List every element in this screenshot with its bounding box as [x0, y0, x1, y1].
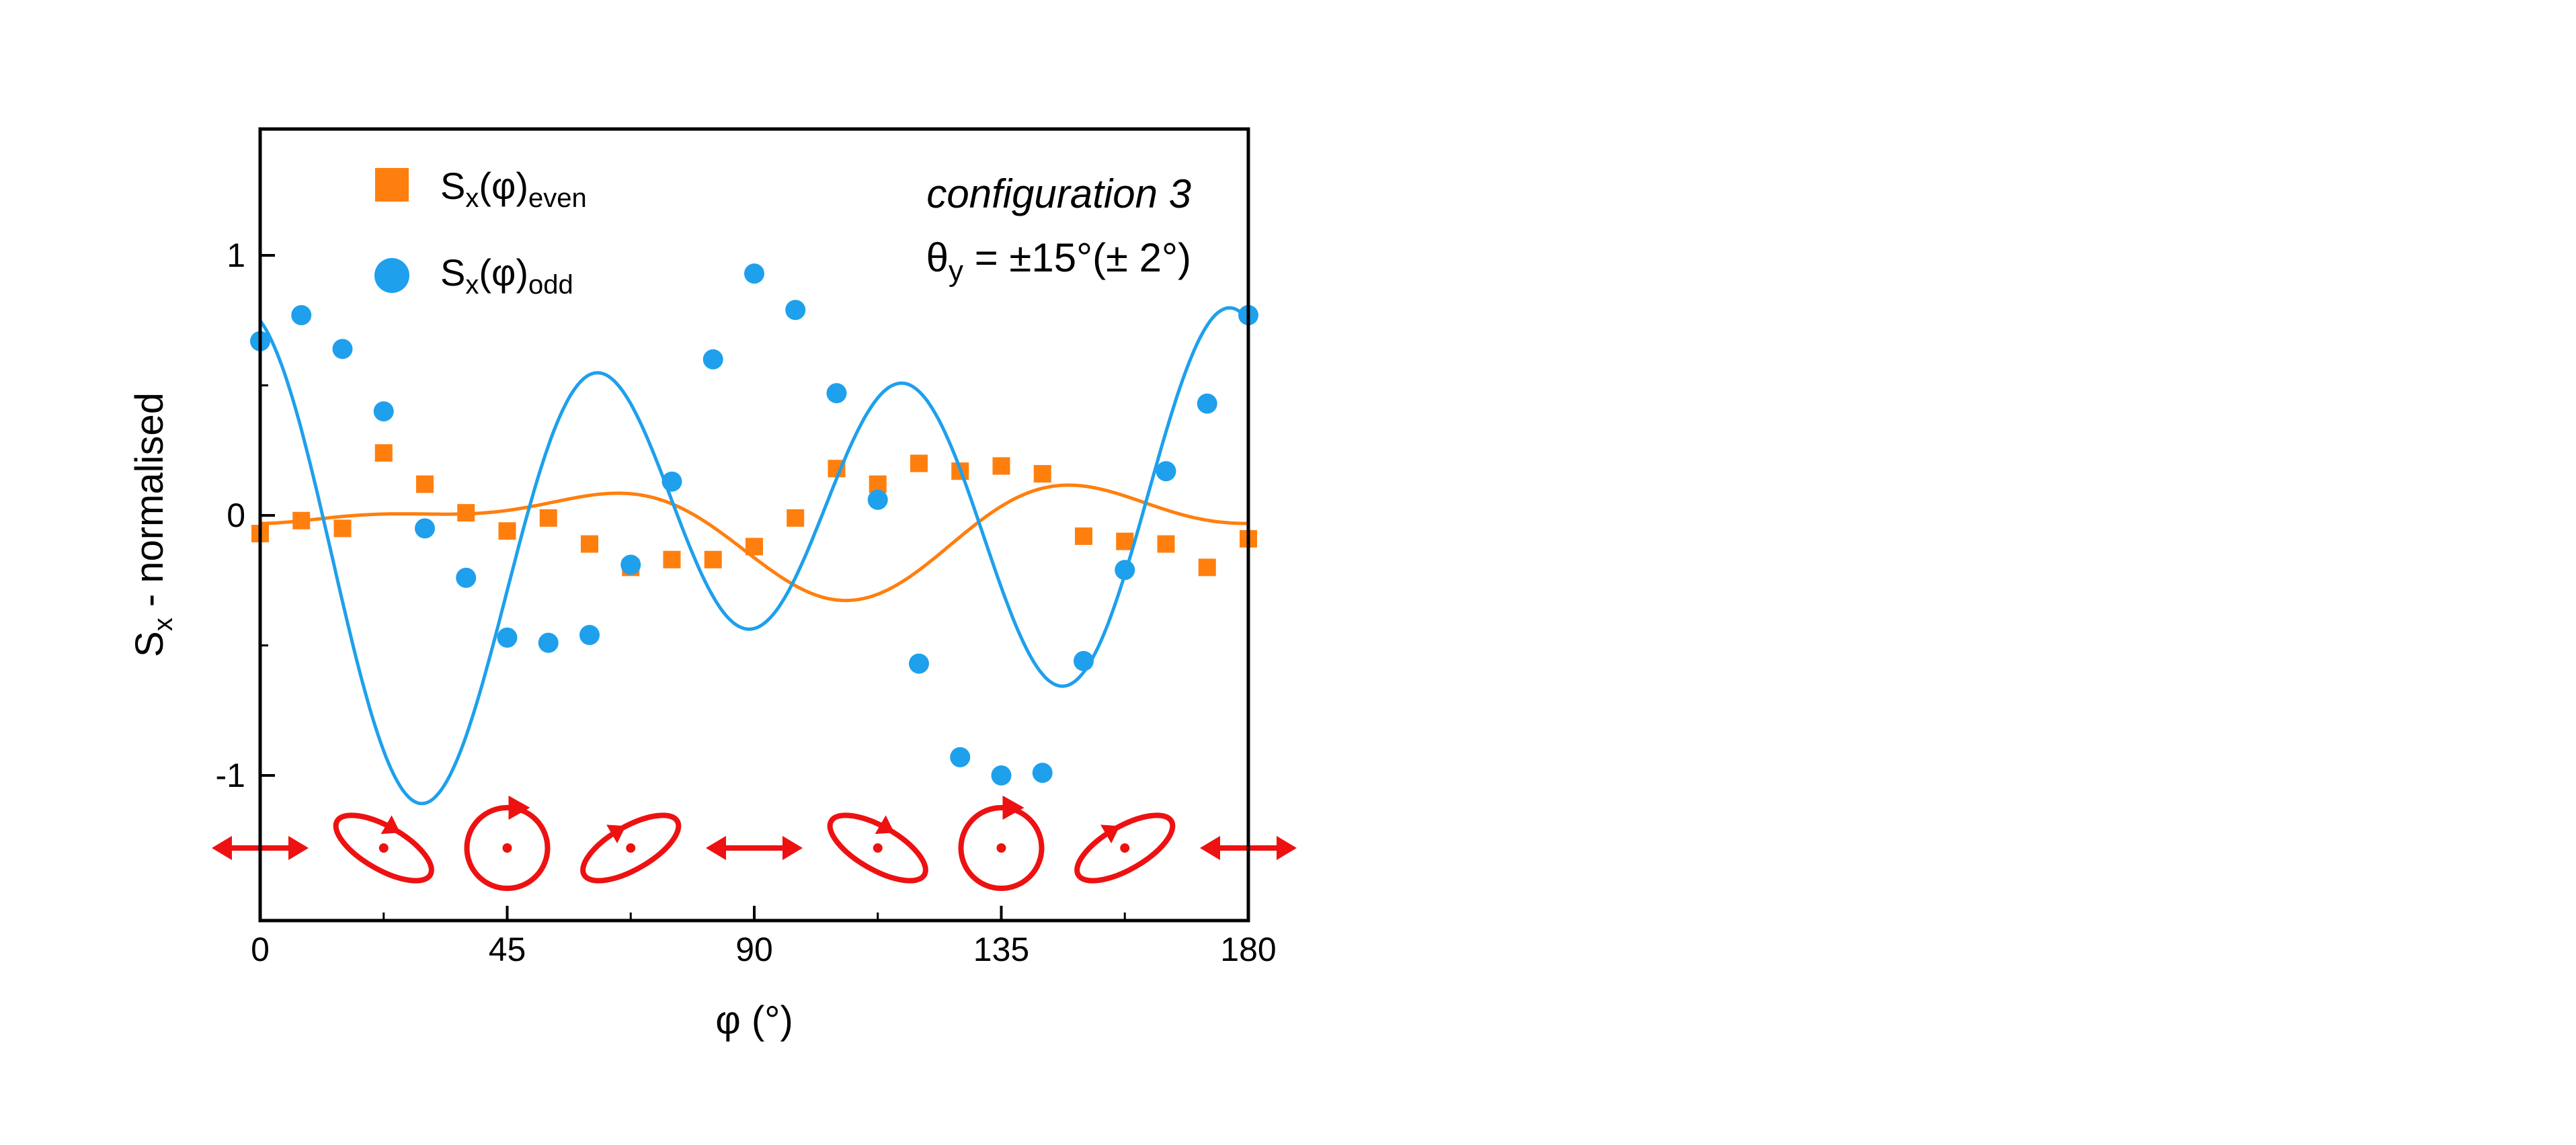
x-tick-label: 45	[489, 931, 526, 968]
glyph-center-dot	[626, 843, 636, 853]
data-point-odd	[1074, 650, 1094, 671]
legend-label-even: Sx(φ)even	[440, 165, 587, 213]
fit-curve-odd	[258, 306, 1250, 806]
glyph-arrowhead	[1002, 796, 1024, 820]
series-even	[251, 444, 1257, 603]
x-tick-label: 90	[735, 931, 773, 968]
y-axis-label: Sx - normalised	[128, 392, 178, 657]
data-point-even	[539, 509, 557, 527]
data-point-even	[704, 550, 722, 568]
data-point-odd	[702, 349, 723, 370]
data-point-odd	[950, 747, 971, 767]
plot-marks	[212, 263, 1297, 891]
data-point-even	[746, 538, 763, 556]
data-point-even	[457, 504, 475, 522]
data-point-odd	[291, 305, 312, 326]
polarization-glyphs	[212, 796, 1297, 891]
data-point-odd	[785, 300, 806, 321]
data-point-odd	[744, 263, 764, 284]
elliptical-polarization-glyph	[333, 812, 434, 884]
glyph-ring	[958, 805, 1045, 891]
data-point-odd	[1115, 560, 1135, 581]
glyph-arrowhead	[1100, 824, 1120, 844]
data-point-even	[992, 457, 1010, 475]
linear-polarization-glyph	[706, 836, 803, 860]
data-point-even	[1157, 535, 1175, 553]
data-point-odd	[373, 401, 394, 422]
glyph-arrowhead	[508, 796, 530, 820]
annotation-line-2: θy = ±15°(± 2°)	[926, 235, 1191, 288]
x-tick-label: 180	[1220, 931, 1276, 968]
data-point-even	[374, 444, 393, 462]
glyph-center-dot	[378, 843, 389, 853]
annotation-line-1: configuration 3	[926, 171, 1191, 216]
data-point-odd	[538, 632, 559, 653]
y-tick-label: 1	[227, 237, 245, 274]
x-axis-ticks: 0 45 90 135 180	[251, 906, 1277, 968]
data-point-odd	[579, 625, 600, 646]
data-point-odd	[826, 383, 847, 404]
circular-polarization-glyph	[464, 796, 551, 891]
glyph-arrowhead-right	[1277, 836, 1297, 860]
data-point-odd	[1156, 461, 1176, 482]
elliptical-polarization-glyph	[580, 812, 682, 884]
elliptical-polarization-glyph	[1074, 812, 1176, 884]
x-tick-label: 135	[973, 931, 1029, 968]
data-point-odd	[1032, 763, 1053, 783]
glyph-arrowhead-left	[706, 836, 726, 860]
glyph-arrowhead	[875, 815, 895, 835]
glyph-arrowhead-right	[288, 836, 309, 860]
data-point-odd	[1197, 393, 1217, 414]
data-point-even	[910, 454, 928, 472]
data-point-even	[333, 519, 352, 538]
data-point-odd	[991, 765, 1012, 786]
legend-marker-even	[375, 168, 409, 202]
data-point-even	[498, 522, 516, 540]
glyph-arrowhead	[380, 815, 401, 835]
glyph-center-dot	[1120, 843, 1130, 853]
data-point-even	[787, 509, 805, 527]
data-point-odd	[415, 518, 435, 539]
glyph-arrowhead-right	[782, 836, 803, 860]
data-point-even	[1198, 558, 1216, 577]
data-point-even	[1116, 532, 1134, 550]
y-tick-label: -1	[216, 757, 245, 794]
y-axis-ticks: 1 0 -1	[216, 237, 275, 794]
data-point-odd	[332, 339, 353, 359]
series-odd	[250, 263, 1258, 806]
legend-label-odd: Sx(φ)odd	[440, 251, 573, 300]
glyph-center-dot	[502, 843, 512, 853]
data-point-even	[1075, 527, 1092, 545]
elliptical-polarization-glyph	[827, 812, 928, 884]
data-point-even	[1033, 465, 1051, 483]
glyph-center-dot	[996, 843, 1006, 853]
fit-curve-even	[260, 483, 1248, 603]
data-point-odd	[909, 653, 929, 674]
glyph-arrowhead-left	[212, 836, 232, 860]
y-tick-label: 0	[227, 497, 245, 534]
legend: Sx(φ)even Sx(φ)odd	[374, 165, 587, 300]
glyph-arrowhead	[606, 824, 626, 844]
data-point-odd	[867, 489, 888, 510]
circular-polarization-glyph	[958, 796, 1045, 891]
data-point-even	[416, 475, 434, 493]
data-point-even	[292, 511, 311, 529]
legend-marker-odd	[374, 258, 409, 293]
data-point-odd	[661, 471, 682, 492]
glyph-ring	[464, 805, 551, 891]
glyph-center-dot	[873, 843, 883, 853]
data-point-even	[581, 535, 598, 553]
data-point-odd	[497, 627, 518, 648]
x-axis-label: φ (°)	[715, 999, 793, 1042]
data-point-odd	[620, 554, 641, 575]
configuration-annotation: configuration 3 θy = ±15°(± 2°)	[926, 171, 1191, 288]
data-point-even	[663, 550, 681, 568]
glyph-arrowhead-left	[1200, 836, 1220, 860]
data-point-odd	[456, 567, 477, 588]
x-tick-label: 0	[251, 931, 270, 968]
